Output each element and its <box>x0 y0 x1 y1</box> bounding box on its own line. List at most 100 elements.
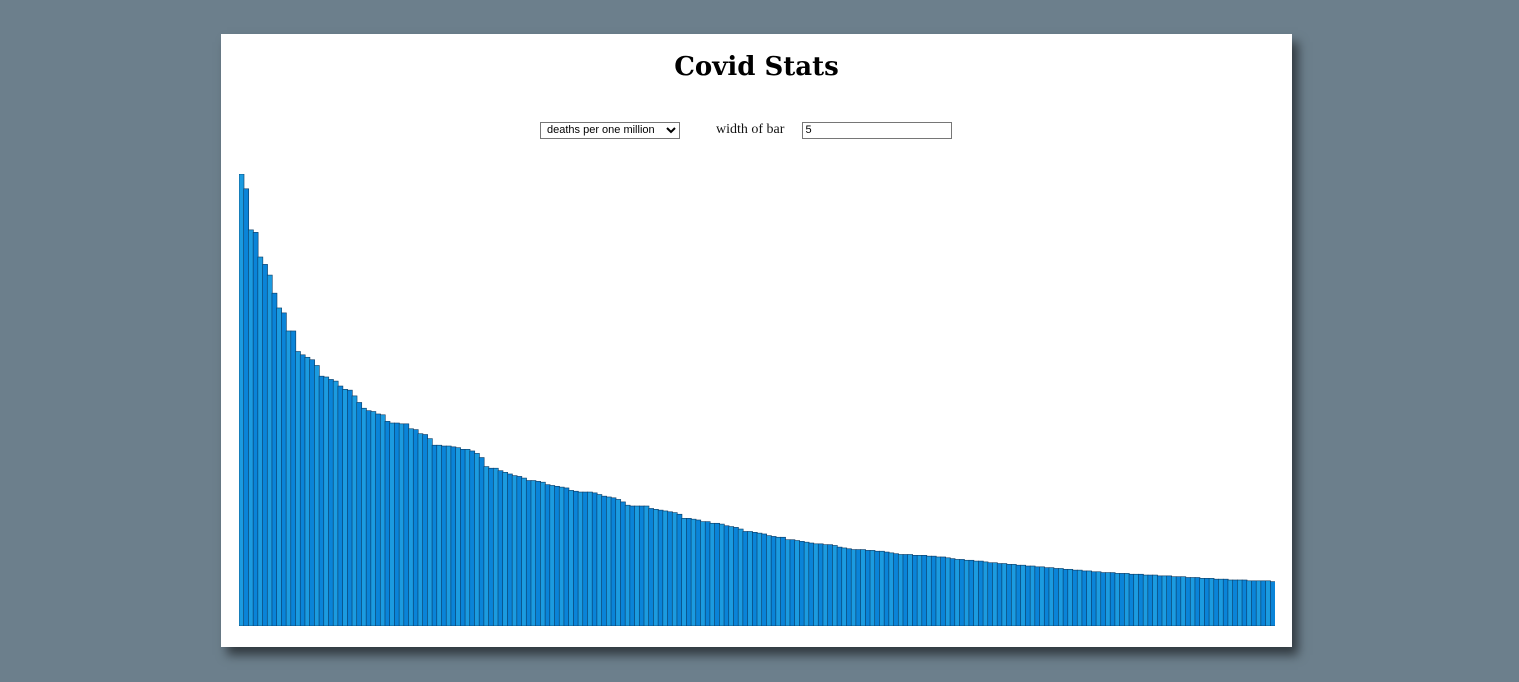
chart-bar <box>959 559 965 626</box>
chart-bar <box>1232 579 1238 626</box>
chart-bar <box>1213 578 1220 626</box>
chart-bar <box>1260 580 1267 626</box>
chart-bar <box>328 379 334 626</box>
chart-bar <box>1204 578 1210 626</box>
chart-bar <box>1199 578 1205 626</box>
chart-bar <box>869 550 876 626</box>
chart-bar <box>643 505 650 626</box>
chart-bar <box>860 549 866 626</box>
chart-bar <box>587 491 593 626</box>
chart-bar <box>1034 566 1041 626</box>
chart-bar <box>813 543 819 626</box>
chart-bar <box>431 444 438 626</box>
chart-bar <box>596 494 603 626</box>
chart-bar <box>601 495 607 626</box>
chart-bar <box>403 423 410 626</box>
chart-bar <box>780 536 786 626</box>
metric-select[interactable]: deaths per one million <box>540 121 680 139</box>
chart-bar <box>799 541 805 626</box>
chart-bar <box>690 518 697 626</box>
chart-bar <box>497 470 504 626</box>
chart-bar <box>1015 564 1022 626</box>
page-title: Covid Stats <box>674 52 839 82</box>
chart-bar <box>450 446 457 626</box>
chart-bar <box>803 541 810 626</box>
chart-bar <box>332 380 339 626</box>
chart-bar <box>756 532 763 626</box>
chart-bar <box>728 526 735 626</box>
chart-bar <box>1175 576 1182 626</box>
chart-bar <box>1147 574 1154 626</box>
chart-bar <box>573 490 579 626</box>
chart-bar <box>883 551 890 626</box>
chart-bar <box>846 548 852 626</box>
chart-bar <box>422 434 428 626</box>
chart-bar <box>1180 576 1187 626</box>
bar-width-label: width of bar <box>716 122 785 137</box>
chart-bar <box>483 466 490 626</box>
chart-bar <box>747 531 753 626</box>
chart-bar <box>704 521 711 626</box>
chart-bar <box>1006 564 1012 626</box>
chart-bar <box>582 491 589 626</box>
chart-bar <box>1020 564 1027 626</box>
chart-bar <box>445 445 452 626</box>
chart-bar <box>356 402 363 626</box>
chart-bar <box>634 505 640 626</box>
chart-bar <box>940 556 946 626</box>
chart-bar <box>1166 575 1173 626</box>
chart-bar <box>1010 564 1017 626</box>
controls-bar: deaths per one million width of bar <box>540 121 953 139</box>
chart-bar <box>874 550 881 626</box>
chart-bar <box>239 174 245 626</box>
chart-bar <box>252 232 259 626</box>
chart-bar <box>375 413 381 626</box>
chart-bar <box>1124 573 1130 626</box>
chart-bar <box>266 274 273 626</box>
chart-bar <box>968 559 975 626</box>
chart-bar <box>987 562 994 626</box>
chart-bar <box>992 562 998 626</box>
chart-bar <box>1133 573 1140 626</box>
chart-bar <box>1246 580 1253 626</box>
chart-bar <box>1128 573 1135 626</box>
chart-bar <box>365 410 372 626</box>
chart-bar <box>662 510 669 626</box>
chart-bar <box>1142 574 1149 626</box>
chart-bar <box>568 490 574 626</box>
chart-bar <box>1194 577 1201 626</box>
chart-bar <box>455 447 461 626</box>
chart-bar <box>1218 578 1224 626</box>
chart-bar <box>719 523 725 626</box>
chart-bar <box>629 505 636 626</box>
chart-bar <box>370 411 377 626</box>
chart-bar <box>1227 579 1234 626</box>
chart-bar <box>492 467 499 626</box>
chart-bar <box>733 527 739 626</box>
chart-bar <box>681 518 687 626</box>
chart-bar <box>1171 576 1177 626</box>
chart-bar <box>427 438 433 626</box>
chart-bar <box>657 509 664 626</box>
chart-bar <box>507 473 513 626</box>
chart-bar <box>897 554 904 626</box>
chart-bar <box>1189 577 1196 626</box>
chart-bar <box>516 476 523 626</box>
chart-bar <box>290 330 297 626</box>
chart-bar <box>1062 568 1069 626</box>
chart-bar <box>361 407 367 626</box>
chart-bar <box>309 359 315 626</box>
chart-bar <box>770 536 777 626</box>
chart-bar <box>1048 567 1055 626</box>
chart-bar <box>412 429 419 626</box>
chart-bar <box>1043 567 1050 626</box>
bar-width-input[interactable] <box>802 121 953 139</box>
chart-bar <box>248 229 254 626</box>
chart-bar <box>577 491 584 626</box>
chart-bar <box>262 264 268 626</box>
chart-bar <box>935 556 942 626</box>
chart-bar <box>464 449 471 626</box>
chart-bar <box>554 485 560 626</box>
chart-bar <box>1161 575 1168 626</box>
chart-bar <box>907 554 914 626</box>
